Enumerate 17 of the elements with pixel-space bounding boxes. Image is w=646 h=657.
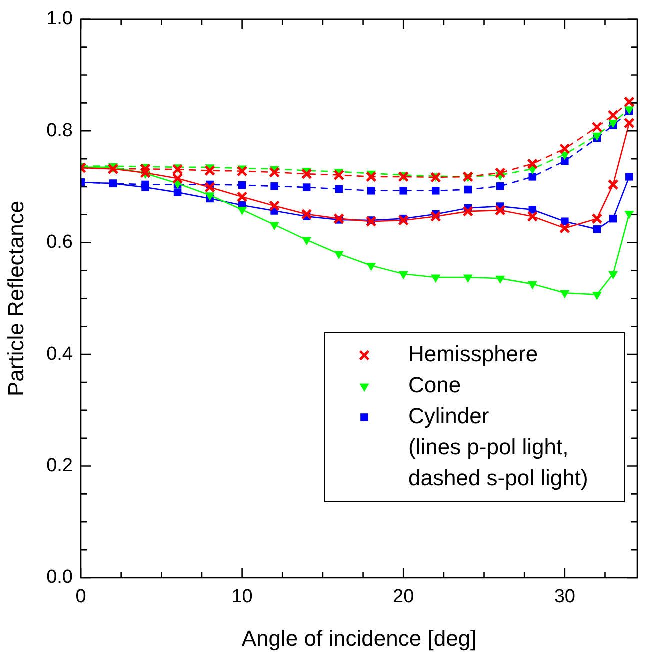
y-tick-label: 1.0 xyxy=(46,8,73,30)
legend-label: Hemissphere xyxy=(408,342,538,367)
annotation: dashed s-pol light) xyxy=(408,466,588,491)
legend-label: Cylinder xyxy=(408,404,490,429)
x-tick-label: 10 xyxy=(232,586,253,608)
y-tick-label: 0.0 xyxy=(46,567,73,588)
y-tick-label: 0.8 xyxy=(46,120,73,142)
annotation: (lines p-pol light, xyxy=(408,434,569,460)
x-tick-label: 30 xyxy=(554,586,576,608)
y-tick-label: 0.4 xyxy=(46,344,74,365)
y-tick-label: 0.2 xyxy=(46,456,73,477)
y-tick-label: 0.6 xyxy=(46,232,73,254)
legend-label: Cone xyxy=(408,372,462,398)
y-axis-title: Particle Reflectance xyxy=(3,200,28,397)
x-axis-title: Angle of incidence [deg] xyxy=(242,626,477,651)
x-tick-label: 20 xyxy=(393,586,414,608)
x-tick-label: 0 xyxy=(76,586,86,608)
